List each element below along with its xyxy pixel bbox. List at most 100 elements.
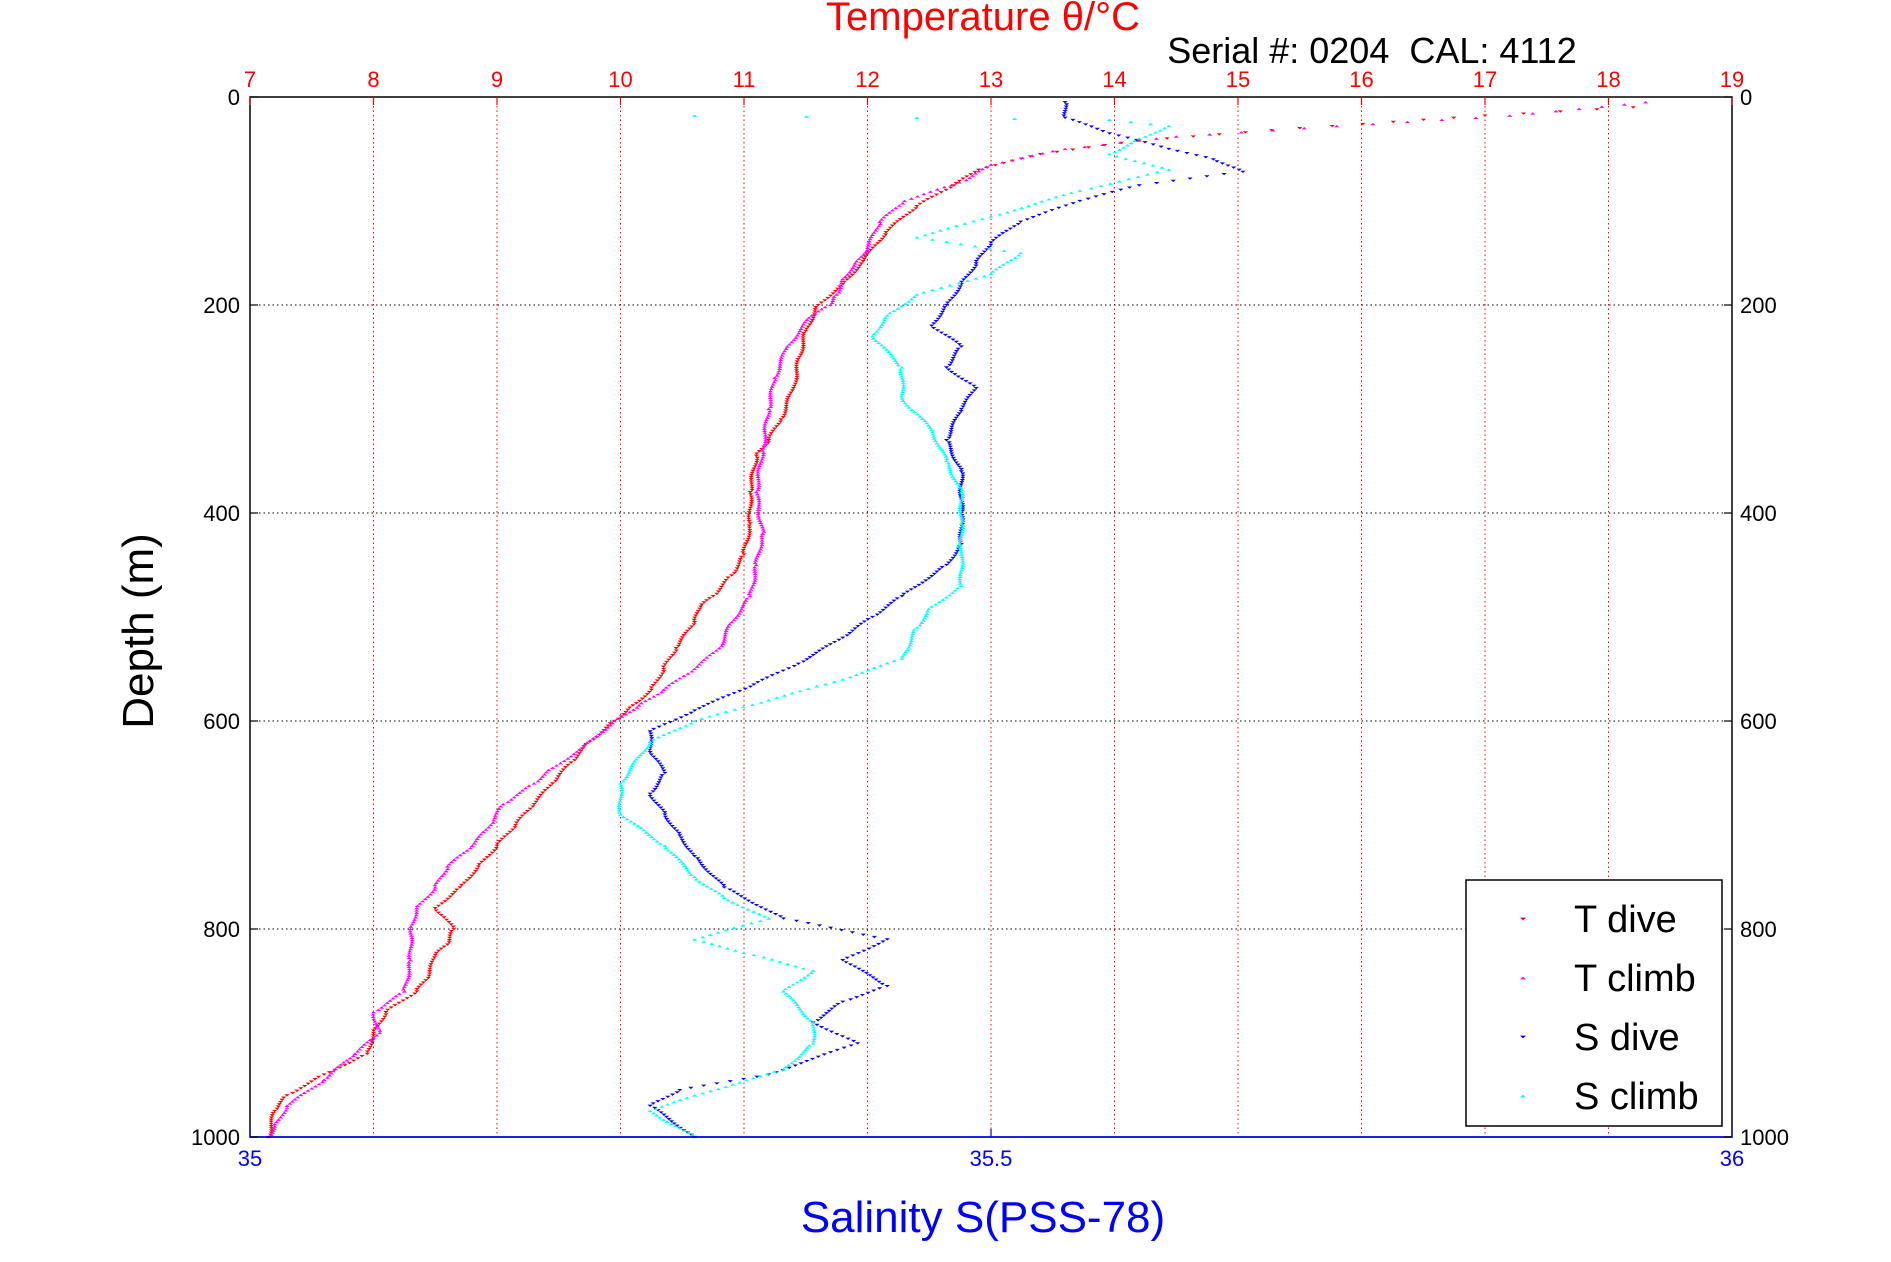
data-point (856, 257, 862, 261)
data-point (753, 454, 759, 457)
data-point (1050, 150, 1056, 153)
data-point (958, 522, 964, 525)
data-point (730, 901, 736, 904)
data-point (385, 1008, 391, 1012)
data-point (897, 218, 903, 221)
data-point (435, 879, 441, 882)
data-point (665, 658, 672, 661)
data-point (900, 390, 906, 394)
data-point (755, 495, 761, 498)
data-point (905, 300, 912, 303)
data-point (1062, 147, 1068, 151)
data-point (786, 994, 792, 998)
data-point (914, 293, 920, 296)
data-point (855, 1042, 861, 1045)
data-point (270, 1129, 277, 1132)
data-point (960, 528, 966, 532)
data-point (672, 1124, 678, 1128)
data-point (786, 985, 792, 988)
data-point (954, 482, 961, 485)
data-point (1036, 213, 1042, 217)
data-point (751, 581, 757, 584)
data-point (1473, 116, 1479, 119)
data-point (748, 588, 754, 591)
data-point (433, 951, 439, 955)
data-point (679, 838, 685, 842)
data-point (958, 502, 964, 505)
data-point (767, 394, 773, 397)
data-point (738, 555, 744, 559)
data-point (692, 938, 698, 941)
data-point (642, 695, 648, 698)
data-point (968, 271, 974, 274)
data-point (1056, 206, 1062, 210)
data-point (960, 177, 966, 180)
data-point (921, 291, 927, 294)
data-point (964, 175, 970, 178)
data-point (364, 1041, 370, 1044)
data-point (658, 806, 664, 809)
data-point (681, 674, 687, 678)
data-point (777, 960, 783, 963)
data-point (1451, 116, 1457, 119)
data-point (1166, 168, 1172, 171)
data-point (800, 660, 807, 663)
data-point (1088, 187, 1094, 190)
data-point (804, 1060, 810, 1063)
data-point (778, 418, 784, 421)
data-point (873, 978, 879, 981)
data-point (810, 1026, 817, 1029)
data-point (812, 1035, 818, 1038)
data-point (1063, 204, 1069, 207)
data-point (959, 531, 965, 534)
data-point (721, 581, 727, 584)
data-point (900, 215, 906, 219)
data-point (1157, 129, 1163, 132)
data-point (413, 913, 419, 917)
data-point (647, 740, 653, 743)
data-point (983, 165, 989, 168)
data-point (616, 808, 622, 812)
data-point (752, 579, 758, 582)
data-point (347, 1056, 353, 1060)
data-points (265, 101, 1649, 1139)
data-point (587, 739, 593, 742)
data-point (794, 373, 800, 376)
data-point (783, 402, 790, 405)
data-point (799, 325, 805, 328)
data-point (515, 819, 521, 822)
data-point (536, 796, 542, 799)
data-point (768, 403, 774, 406)
data-point (771, 381, 777, 384)
temperature-tick-label: 11 (733, 67, 756, 92)
data-point (944, 457, 950, 460)
legend-marker (1520, 917, 1526, 921)
data-point (484, 856, 490, 859)
data-point (954, 549, 960, 553)
data-point (430, 958, 436, 961)
data-point (616, 802, 622, 805)
data-point (409, 943, 415, 946)
data-point (557, 772, 563, 776)
data-point (911, 295, 917, 299)
data-point (977, 255, 983, 258)
data-point (620, 780, 626, 783)
data-point (981, 250, 987, 254)
data-point (949, 359, 955, 362)
data-point (949, 452, 955, 455)
data-point (762, 915, 768, 918)
data-point (659, 774, 665, 777)
data-point (406, 970, 413, 973)
data-point (805, 922, 811, 925)
data-point (796, 332, 802, 335)
data-point (406, 954, 412, 957)
data-point (469, 844, 475, 847)
data-point (704, 599, 710, 602)
data-point (957, 506, 963, 509)
data-point (752, 568, 758, 571)
data-point (407, 950, 413, 953)
data-point (962, 222, 968, 225)
data-point (883, 213, 890, 217)
data-point (837, 288, 843, 292)
data-point (908, 588, 914, 591)
